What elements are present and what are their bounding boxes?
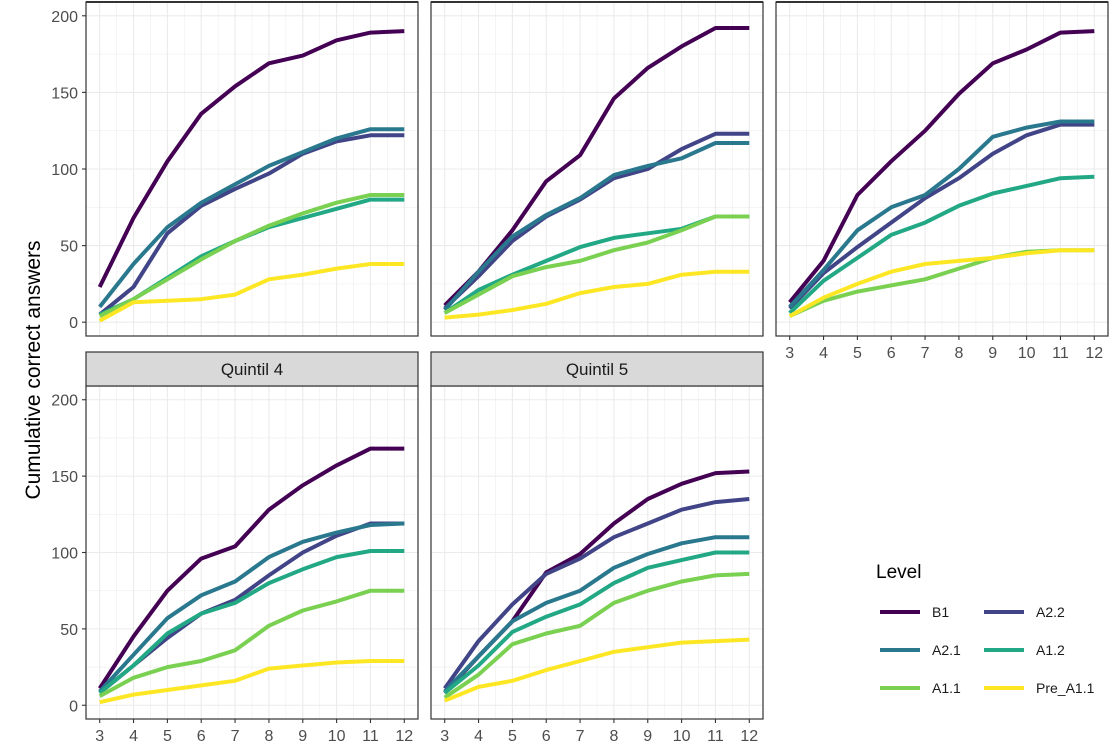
y-tick-label: 200 [51, 393, 78, 410]
x-tick-label: 7 [921, 345, 930, 362]
x-tick-label: 4 [474, 728, 483, 744]
series-line-pre-a1-1 [98, 262, 405, 323]
x-tick-label: 7 [576, 728, 585, 744]
legend-label: A1.2 [1036, 642, 1065, 658]
x-tick-label: 7 [231, 728, 240, 744]
x-tick-label: 3 [95, 728, 104, 744]
y-tick-label: 150 [51, 85, 78, 102]
legend-label: Pre_A1.1 [1036, 680, 1095, 696]
series-line-a2-2 [98, 133, 405, 317]
y-tick-label: 50 [60, 622, 78, 639]
strip-background [85, 351, 419, 387]
series-line-a2-2 [443, 497, 750, 690]
series-line-a2-1 [788, 119, 1095, 309]
series-line-a1-2 [443, 550, 750, 695]
series-line-a2-1 [98, 127, 405, 309]
series-line-b1 [443, 26, 750, 307]
y-tick-label: 100 [51, 162, 78, 179]
strip-title: Quintil 5 [566, 360, 628, 379]
x-tick-label: 12 [740, 728, 758, 744]
series-line-pre-a1-1 [788, 248, 1095, 318]
legend-label: A2.1 [932, 642, 961, 658]
series-line-a1-2 [788, 174, 1095, 315]
series-line-a1-1 [443, 571, 750, 700]
panel-2 [430, 1, 764, 337]
series-line-a2-1 [98, 521, 405, 693]
legend-item-a1-2: A1.2 [984, 642, 1065, 658]
y-tick-label: 150 [51, 469, 78, 486]
y-axis-label: Cumulative correct answers [22, 240, 45, 499]
x-tick-label: 3 [785, 345, 794, 362]
y-tick-label: 0 [69, 315, 78, 332]
x-tick-label: 8 [264, 728, 273, 744]
legend-item-a1-1: A1.1 [880, 680, 961, 696]
x-tick-label: 10 [1018, 345, 1036, 362]
series-line-pre-a1-1 [444, 269, 750, 320]
series-line-b1 [788, 29, 1095, 304]
series-line-pre-a1-1 [99, 659, 405, 705]
series-line-a1-2 [98, 549, 405, 695]
x-tick-label: 11 [707, 728, 724, 744]
x-tick-label: 11 [362, 728, 379, 744]
strip-title: Quintil 4 [221, 360, 283, 379]
strip-background [430, 351, 764, 387]
panel-4: Quintil 4 0 50 100 150 200 3 4 5 6 7 8 9 10 11 12 [51, 351, 419, 744]
y-tick-label: 0 [69, 698, 78, 715]
legend-label: A2.2 [1036, 604, 1065, 620]
x-tick-label: 5 [853, 345, 862, 362]
panel-3: 3 4 5 6 7 8 9 10 11 12 [775, 1, 1109, 362]
x-tick-label: 5 [508, 728, 517, 744]
x-tick-label: 10 [328, 728, 346, 744]
series-line-a2-1 [443, 535, 750, 693]
legend-item-b1: B1 [880, 604, 949, 620]
legend-label: A1.1 [932, 680, 961, 696]
legend-label: B1 [932, 604, 949, 620]
x-tick-label: 6 [542, 728, 551, 744]
x-tick-label: 4 [129, 728, 138, 744]
x-tick-label: 10 [673, 728, 691, 744]
series-line-pre-a1-1 [443, 637, 750, 703]
x-tick-label: 12 [1085, 345, 1103, 362]
x-tick-label: 5 [163, 728, 172, 744]
x-tick-label: 4 [819, 345, 828, 362]
legend-item-pre-a1-1: Pre_A1.1 [984, 680, 1095, 696]
series-line-a1-1 [98, 588, 405, 698]
y-tick-label: 100 [51, 546, 78, 563]
series-line-a2-2 [788, 122, 1095, 310]
x-tick-label: 6 [197, 728, 206, 744]
y-tick-label: 200 [51, 9, 78, 26]
series-line-a2-1 [443, 141, 750, 312]
x-tick-label: 9 [988, 345, 997, 362]
legend-item-a2-2: A2.2 [984, 604, 1065, 620]
panel-5: Quintil 5 3 4 5 6 7 8 9 10 11 12 [430, 351, 764, 744]
y-tick-label: 50 [60, 239, 78, 256]
x-tick-label: 3 [440, 728, 449, 744]
x-tick-label: 8 [609, 728, 618, 744]
panel-1: 0 50 100 150 200 [51, 1, 419, 337]
legend: Level B1 A2.2 A2.1 A1.2 A1.1 Pre_A1.1 [876, 562, 1095, 696]
series-line-b1 [98, 446, 405, 690]
x-tick-label: 11 [1052, 345, 1069, 362]
x-tick-label: 12 [395, 728, 413, 744]
x-tick-label: 8 [954, 345, 963, 362]
series-line-a1-1 [443, 214, 750, 315]
legend-title: Level [876, 562, 921, 583]
x-tick-label: 9 [298, 728, 307, 744]
x-tick-label: 9 [643, 728, 652, 744]
series-line-a1-1 [98, 193, 405, 318]
x-tick-label: 6 [887, 345, 896, 362]
series-line-b1 [97, 29, 405, 288]
legend-item-a2-1: A2.1 [880, 642, 961, 658]
